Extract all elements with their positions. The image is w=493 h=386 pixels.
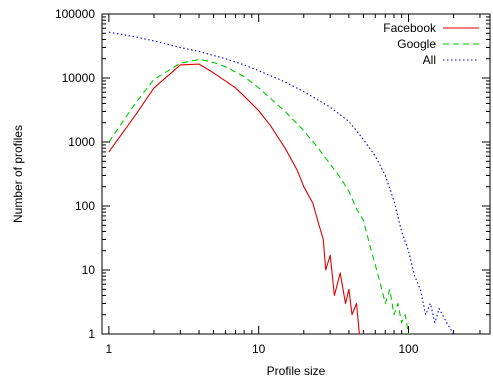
legend-label: Google [397,37,436,51]
series-lines [108,31,455,335]
series-line-facebook [108,63,360,335]
y-tick-label: 100 [75,199,95,213]
x-tick-label: 1 [106,342,113,356]
y-tick-label: 10 [82,263,96,277]
y-tick-label: 1000 [68,135,95,149]
series-line-all [108,31,455,335]
y-tick-label: 10000 [62,71,96,85]
x-axis-label: Profile size [267,364,326,378]
legend: Facebook Google All [383,21,479,67]
legend-label: All [423,53,436,67]
y-tick-label: 100000 [55,7,95,21]
x-tick-label: 100 [398,342,418,356]
series-line-google [108,58,410,335]
x-tick-label: 10 [252,342,266,356]
y-tick-label: 1 [88,327,95,341]
legend-label: Facebook [383,21,437,35]
y-axis-label: Number of profiles [11,125,25,223]
plot-frame [101,13,491,335]
axis-ticks: 1 10 100 1000 10000 100000 1 10 100 [55,7,490,356]
